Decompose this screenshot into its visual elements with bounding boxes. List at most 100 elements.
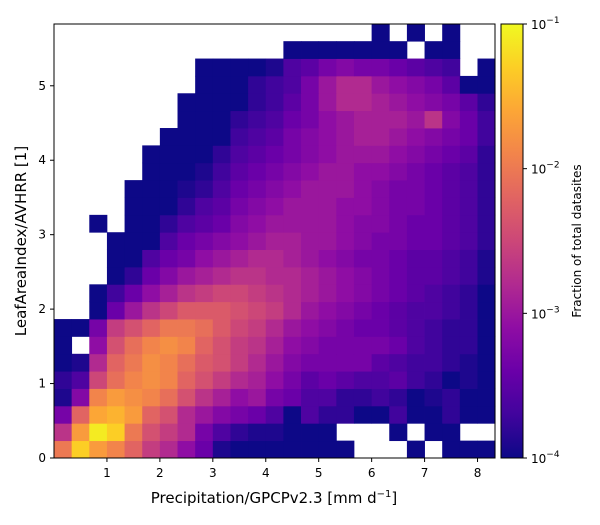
heatmap-cell <box>406 23 425 42</box>
heatmap-cell <box>124 319 143 337</box>
heatmap-cell <box>424 180 443 198</box>
heatmap-cell <box>336 214 355 233</box>
heatmap-cell <box>265 197 284 216</box>
heatmap-cell <box>177 388 196 407</box>
heatmap-cell <box>371 58 390 77</box>
heatmap-cell <box>177 284 196 303</box>
heatmap-cell <box>54 388 73 407</box>
y-tick-label: 3 <box>38 228 46 242</box>
heatmap-cell <box>477 388 496 407</box>
heatmap-cell <box>54 371 73 389</box>
heatmap-cell <box>230 371 249 389</box>
heatmap-cell <box>318 180 337 198</box>
heatmap-cell <box>265 301 284 320</box>
heatmap-cell <box>477 145 496 164</box>
heatmap-cell <box>142 266 161 285</box>
heatmap-cell <box>159 214 178 233</box>
heatmap-cell <box>371 162 390 181</box>
heatmap-cell <box>424 75 443 94</box>
heatmap-cell <box>124 301 143 320</box>
heatmap-cell <box>212 93 231 112</box>
heatmap-cell <box>477 110 496 129</box>
heatmap-cell <box>477 93 496 112</box>
heatmap-cell <box>318 41 337 59</box>
heatmap-cell <box>248 266 267 285</box>
heatmap-cell <box>265 353 284 372</box>
heatmap-cell <box>177 423 196 442</box>
heatmap-cell <box>212 440 231 459</box>
heatmap-cell <box>389 41 408 59</box>
heatmap-cell <box>336 319 355 337</box>
heatmap-cell <box>301 249 320 268</box>
heatmap-cell <box>159 145 178 164</box>
heatmap-cell <box>248 423 267 442</box>
heatmap-cell <box>459 128 478 146</box>
heatmap-cell <box>353 301 373 320</box>
heatmap-cell <box>477 353 496 372</box>
heatmap-cell <box>442 58 461 77</box>
heatmap-cell <box>89 423 108 442</box>
heatmap-cell <box>248 353 267 372</box>
heatmap-cell <box>89 214 108 233</box>
heatmap-cell <box>301 128 320 146</box>
heatmap-cell <box>406 249 425 268</box>
heatmap-cell <box>230 423 249 442</box>
heatmap-cell <box>477 214 496 233</box>
heatmap-cell <box>212 232 231 250</box>
heatmap-cell <box>248 180 267 198</box>
heatmap-cell <box>301 266 320 285</box>
heatmap-cell <box>371 249 390 268</box>
heatmap-cell <box>406 58 425 77</box>
heatmap-cell <box>89 388 108 407</box>
heatmap-cell <box>318 423 337 442</box>
heatmap-cell <box>89 284 108 303</box>
heatmap-cell <box>424 284 443 303</box>
heatmap-cell <box>336 266 355 285</box>
heatmap-cell <box>424 266 443 285</box>
heatmap-cell <box>424 145 443 164</box>
heatmap-cell <box>442 128 461 146</box>
heatmap-cell <box>283 301 302 320</box>
heatmap-cell <box>89 353 108 372</box>
heatmap-cell <box>459 301 478 320</box>
heatmap-cell <box>195 162 214 181</box>
heatmap-cell <box>177 232 196 250</box>
heatmap-cell <box>424 371 443 389</box>
y-tick-label: 1 <box>38 377 46 391</box>
heatmap-cell <box>389 214 408 233</box>
heatmap-cell <box>318 162 337 181</box>
heatmap-cell <box>265 319 284 337</box>
heatmap-cell <box>389 423 408 442</box>
heatmap-cell <box>212 353 231 372</box>
heatmap-cell <box>283 41 302 59</box>
heatmap-cell <box>159 162 178 181</box>
heatmap-cell <box>212 128 231 146</box>
heatmap-cell <box>389 405 408 424</box>
heatmap-cell <box>195 197 214 216</box>
y-axis: 0 1 2 3 4 5 <box>38 79 54 465</box>
heatmap-cell <box>353 249 373 268</box>
heatmap-cell <box>283 405 302 424</box>
heatmap-cell <box>442 110 461 129</box>
heatmap-cell <box>195 145 214 164</box>
heatmap-cell <box>442 266 461 285</box>
heatmap-cell <box>195 336 214 355</box>
heatmap-cell <box>301 93 320 112</box>
heatmap-cell <box>459 75 478 94</box>
heatmap-cell <box>124 440 143 459</box>
heatmap-cell <box>336 41 355 59</box>
heatmap-cell <box>301 41 320 59</box>
heatmap-cell <box>318 301 337 320</box>
heatmap-cell <box>477 440 496 459</box>
heatmap-cell <box>89 371 108 389</box>
heatmap-cell <box>177 128 196 146</box>
heatmap-cell <box>195 249 214 268</box>
heatmap-cell <box>212 388 231 407</box>
heatmap-cell <box>477 197 496 216</box>
heatmap-cell <box>71 353 90 372</box>
heatmap-cell <box>230 336 249 355</box>
heatmap-cell <box>389 284 408 303</box>
heatmap-cell <box>230 93 249 112</box>
heatmap-cell <box>424 388 443 407</box>
heatmap-cell <box>424 249 443 268</box>
